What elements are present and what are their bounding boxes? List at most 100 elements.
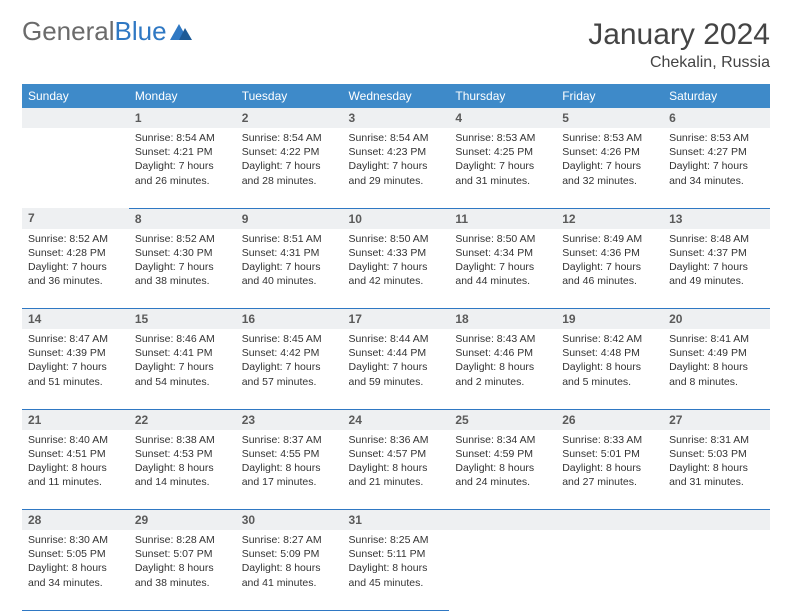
calendar-table: SundayMondayTuesdayWednesdayThursdayFrid… xyxy=(22,84,770,611)
day-content-cell: Sunrise: 8:41 AMSunset: 4:49 PMDaylight:… xyxy=(663,329,770,409)
day-number-cell xyxy=(22,108,129,128)
weekday-header: Tuesday xyxy=(236,84,343,108)
day-number-cell: 10 xyxy=(343,208,450,229)
day-content-cell: Sunrise: 8:37 AMSunset: 4:55 PMDaylight:… xyxy=(236,430,343,510)
day-number-cell xyxy=(663,510,770,531)
weekday-header: Saturday xyxy=(663,84,770,108)
weekday-header: Monday xyxy=(129,84,236,108)
calendar-body: 123456Sunrise: 8:54 AMSunset: 4:21 PMDay… xyxy=(22,108,770,610)
day-details: Sunrise: 8:52 AMSunset: 4:28 PMDaylight:… xyxy=(22,229,129,295)
day-number-cell: 14 xyxy=(22,309,129,330)
day-content-cell xyxy=(556,530,663,610)
weekday-header: Wednesday xyxy=(343,84,450,108)
day-number-cell xyxy=(556,510,663,531)
day-content-cell: Sunrise: 8:42 AMSunset: 4:48 PMDaylight:… xyxy=(556,329,663,409)
day-content-cell xyxy=(22,128,129,208)
day-details: Sunrise: 8:50 AMSunset: 4:34 PMDaylight:… xyxy=(449,229,556,295)
header: GeneralBlue January 2024 Chekalin, Russi… xyxy=(22,18,770,72)
logo-triangle-icon xyxy=(170,18,192,44)
day-content-cell: Sunrise: 8:25 AMSunset: 5:11 PMDaylight:… xyxy=(343,530,450,610)
day-number-cell: 16 xyxy=(236,309,343,330)
day-number-cell: 31 xyxy=(343,510,450,531)
day-content-cell: Sunrise: 8:53 AMSunset: 4:25 PMDaylight:… xyxy=(449,128,556,208)
day-number-row: 78910111213 xyxy=(22,208,770,229)
day-details: Sunrise: 8:31 AMSunset: 5:03 PMDaylight:… xyxy=(663,430,770,496)
day-details: Sunrise: 8:54 AMSunset: 4:22 PMDaylight:… xyxy=(236,128,343,194)
day-content-cell: Sunrise: 8:44 AMSunset: 4:44 PMDaylight:… xyxy=(343,329,450,409)
day-content-cell: Sunrise: 8:53 AMSunset: 4:26 PMDaylight:… xyxy=(556,128,663,208)
day-content-row: Sunrise: 8:54 AMSunset: 4:21 PMDaylight:… xyxy=(22,128,770,208)
day-number-cell: 17 xyxy=(343,309,450,330)
weekday-header: Thursday xyxy=(449,84,556,108)
day-content-cell: Sunrise: 8:50 AMSunset: 4:34 PMDaylight:… xyxy=(449,229,556,309)
day-content-cell: Sunrise: 8:28 AMSunset: 5:07 PMDaylight:… xyxy=(129,530,236,610)
day-content-row: Sunrise: 8:30 AMSunset: 5:05 PMDaylight:… xyxy=(22,530,770,610)
day-details: Sunrise: 8:33 AMSunset: 5:01 PMDaylight:… xyxy=(556,430,663,496)
day-content-cell: Sunrise: 8:49 AMSunset: 4:36 PMDaylight:… xyxy=(556,229,663,309)
day-content-cell: Sunrise: 8:45 AMSunset: 4:42 PMDaylight:… xyxy=(236,329,343,409)
day-content-cell: Sunrise: 8:54 AMSunset: 4:23 PMDaylight:… xyxy=(343,128,450,208)
day-content-cell: Sunrise: 8:53 AMSunset: 4:27 PMDaylight:… xyxy=(663,128,770,208)
day-number-row: 123456 xyxy=(22,108,770,128)
day-details: Sunrise: 8:53 AMSunset: 4:27 PMDaylight:… xyxy=(663,128,770,194)
weekday-header: Friday xyxy=(556,84,663,108)
day-details: Sunrise: 8:42 AMSunset: 4:48 PMDaylight:… xyxy=(556,329,663,395)
day-number-cell xyxy=(449,510,556,531)
day-number-cell: 9 xyxy=(236,208,343,229)
day-content-cell: Sunrise: 8:27 AMSunset: 5:09 PMDaylight:… xyxy=(236,530,343,610)
day-number-cell: 30 xyxy=(236,510,343,531)
day-content-cell xyxy=(663,530,770,610)
month-title: January 2024 xyxy=(588,18,770,52)
day-details: Sunrise: 8:52 AMSunset: 4:30 PMDaylight:… xyxy=(129,229,236,295)
day-number-cell: 1 xyxy=(129,108,236,128)
day-number-cell: 5 xyxy=(556,108,663,128)
day-details: Sunrise: 8:47 AMSunset: 4:39 PMDaylight:… xyxy=(22,329,129,395)
day-content-cell: Sunrise: 8:54 AMSunset: 4:22 PMDaylight:… xyxy=(236,128,343,208)
day-number-cell: 21 xyxy=(22,409,129,430)
logo: GeneralBlue xyxy=(22,18,192,44)
title-block: January 2024 Chekalin, Russia xyxy=(588,18,770,72)
day-details: Sunrise: 8:38 AMSunset: 4:53 PMDaylight:… xyxy=(129,430,236,496)
day-number-cell: 3 xyxy=(343,108,450,128)
day-content-cell: Sunrise: 8:30 AMSunset: 5:05 PMDaylight:… xyxy=(22,530,129,610)
day-number-cell: 29 xyxy=(129,510,236,531)
day-details: Sunrise: 8:53 AMSunset: 4:25 PMDaylight:… xyxy=(449,128,556,194)
day-details: Sunrise: 8:54 AMSunset: 4:21 PMDaylight:… xyxy=(129,128,236,194)
day-details: Sunrise: 8:27 AMSunset: 5:09 PMDaylight:… xyxy=(236,530,343,596)
day-number-cell: 27 xyxy=(663,409,770,430)
day-content-cell: Sunrise: 8:34 AMSunset: 4:59 PMDaylight:… xyxy=(449,430,556,510)
weekday-header: Sunday xyxy=(22,84,129,108)
day-number-cell: 15 xyxy=(129,309,236,330)
day-number-cell: 25 xyxy=(449,409,556,430)
day-number-cell: 7 xyxy=(22,208,129,229)
day-content-cell: Sunrise: 8:31 AMSunset: 5:03 PMDaylight:… xyxy=(663,430,770,510)
day-details: Sunrise: 8:51 AMSunset: 4:31 PMDaylight:… xyxy=(236,229,343,295)
day-number-cell: 11 xyxy=(449,208,556,229)
day-details: Sunrise: 8:46 AMSunset: 4:41 PMDaylight:… xyxy=(129,329,236,395)
day-content-cell: Sunrise: 8:46 AMSunset: 4:41 PMDaylight:… xyxy=(129,329,236,409)
day-content-row: Sunrise: 8:47 AMSunset: 4:39 PMDaylight:… xyxy=(22,329,770,409)
day-content-cell: Sunrise: 8:47 AMSunset: 4:39 PMDaylight:… xyxy=(22,329,129,409)
location: Chekalin, Russia xyxy=(588,54,770,72)
day-content-cell: Sunrise: 8:48 AMSunset: 4:37 PMDaylight:… xyxy=(663,229,770,309)
day-number-cell: 28 xyxy=(22,510,129,531)
day-content-cell: Sunrise: 8:50 AMSunset: 4:33 PMDaylight:… xyxy=(343,229,450,309)
day-details: Sunrise: 8:41 AMSunset: 4:49 PMDaylight:… xyxy=(663,329,770,395)
day-details: Sunrise: 8:37 AMSunset: 4:55 PMDaylight:… xyxy=(236,430,343,496)
day-number-cell: 19 xyxy=(556,309,663,330)
day-details: Sunrise: 8:44 AMSunset: 4:44 PMDaylight:… xyxy=(343,329,450,395)
day-content-row: Sunrise: 8:52 AMSunset: 4:28 PMDaylight:… xyxy=(22,229,770,309)
day-number-row: 28293031 xyxy=(22,510,770,531)
day-details: Sunrise: 8:40 AMSunset: 4:51 PMDaylight:… xyxy=(22,430,129,496)
logo-text-1: General xyxy=(22,18,115,44)
day-details: Sunrise: 8:45 AMSunset: 4:42 PMDaylight:… xyxy=(236,329,343,395)
day-details: Sunrise: 8:48 AMSunset: 4:37 PMDaylight:… xyxy=(663,229,770,295)
day-content-cell: Sunrise: 8:51 AMSunset: 4:31 PMDaylight:… xyxy=(236,229,343,309)
day-content-cell: Sunrise: 8:52 AMSunset: 4:30 PMDaylight:… xyxy=(129,229,236,309)
day-number-cell: 20 xyxy=(663,309,770,330)
day-details: Sunrise: 8:43 AMSunset: 4:46 PMDaylight:… xyxy=(449,329,556,395)
day-number-cell: 22 xyxy=(129,409,236,430)
day-number-cell: 18 xyxy=(449,309,556,330)
day-number-cell: 24 xyxy=(343,409,450,430)
day-number-cell: 13 xyxy=(663,208,770,229)
